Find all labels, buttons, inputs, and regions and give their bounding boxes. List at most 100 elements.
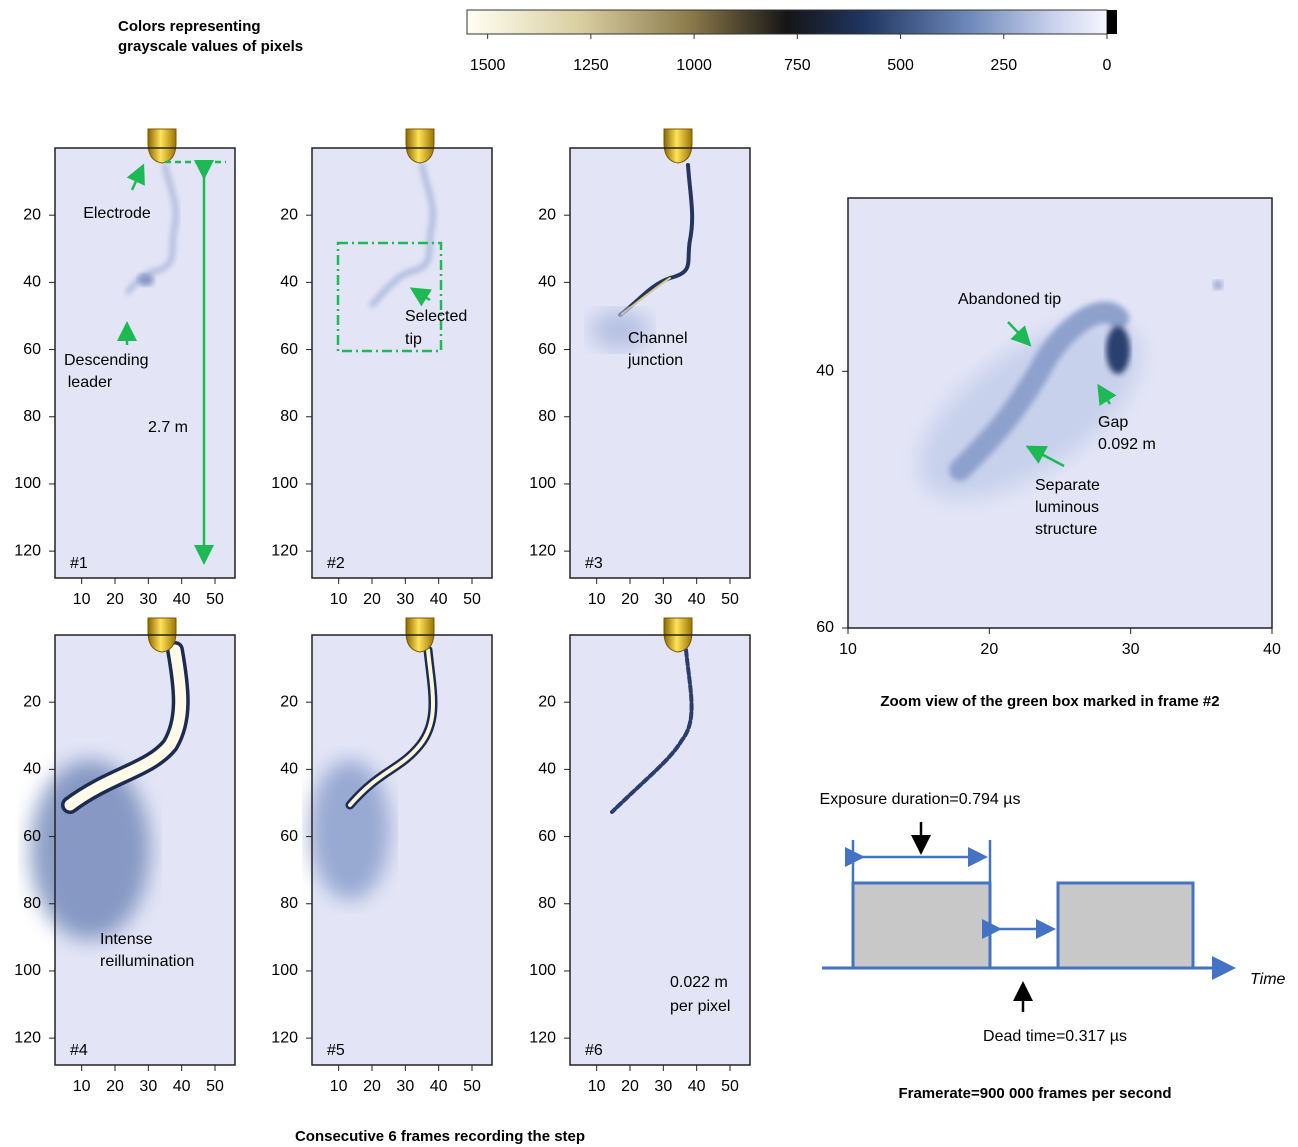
x-tick-label: 40: [173, 1078, 191, 1095]
y-tick-label: 100: [14, 475, 41, 492]
x-tick-label: 40: [688, 591, 706, 608]
y-tick-label: 80: [23, 408, 41, 425]
colorbar-title: grayscale values of pixels: [118, 38, 303, 55]
x-tick-label: 20: [980, 641, 998, 658]
frame-label: #4: [70, 1042, 88, 1059]
y-tick-label: 20: [280, 693, 298, 710]
y-tick-label: 60: [816, 619, 834, 636]
x-tick-label: 10: [330, 1078, 348, 1095]
x-tick-label: 50: [206, 591, 224, 608]
y-tick-label: 60: [538, 828, 556, 845]
y-tick-label: 40: [816, 363, 834, 380]
y-tick-label: 60: [538, 341, 556, 358]
timing-caption: Framerate=900 000 frames per second: [898, 1085, 1171, 1102]
annotation: 0.022 m: [670, 974, 728, 991]
colorbar-end: [1107, 10, 1117, 34]
y-tick-label: 40: [538, 274, 556, 291]
timing-diagram: Exposure duration=0.794 µs Dead time=0.3…: [820, 791, 1286, 1102]
y-tick-label: 40: [280, 274, 298, 291]
colorbar-tick-label: 0: [1103, 57, 1112, 74]
annotation: Descending: [64, 352, 149, 369]
y-tick-label: 40: [280, 761, 298, 778]
exposure-label: Exposure duration=0.794 µs: [820, 791, 1021, 808]
annotation: reillumination: [100, 953, 194, 970]
x-tick-label: 40: [430, 591, 448, 608]
y-tick-label: 120: [14, 542, 41, 559]
x-tick-label: 20: [621, 1078, 639, 1095]
y-tick-label: 60: [280, 828, 298, 845]
y-tick-label: 40: [23, 761, 41, 778]
frame-label: #2: [327, 555, 345, 572]
y-tick-label: 100: [529, 475, 556, 492]
x-tick-label: 50: [463, 1078, 481, 1095]
x-tick-label: 10: [330, 591, 348, 608]
y-tick-label: 20: [23, 693, 41, 710]
annotation: 2.7 m: [148, 419, 188, 436]
x-tick-label: 30: [139, 591, 157, 608]
annotation: leader: [68, 374, 113, 391]
colorbar: [467, 10, 1107, 34]
x-tick-label: 20: [621, 591, 639, 608]
image-panel: [312, 148, 492, 578]
colorbar-title: Colors representing: [118, 18, 261, 35]
x-tick-label: 50: [721, 591, 739, 608]
y-tick-label: 120: [271, 1029, 298, 1046]
y-tick-label: 120: [271, 542, 298, 559]
x-tick-label: 20: [106, 591, 124, 608]
y-tick-label: 60: [280, 341, 298, 358]
x-tick-label: 20: [363, 591, 381, 608]
frame-label: #3: [585, 555, 603, 572]
annotation: Gap: [1098, 414, 1128, 431]
y-tick-label: 80: [280, 408, 298, 425]
annotation: Channel: [628, 330, 688, 347]
x-tick-label: 40: [173, 591, 191, 608]
y-tick-label: 80: [280, 895, 298, 912]
annotation: junction: [627, 352, 683, 369]
y-tick-label: 20: [538, 206, 556, 223]
annotation: luminous: [1035, 499, 1099, 516]
annotation: Electrode: [83, 205, 151, 222]
frames-caption: Consecutive 6 frames recording the step: [295, 1128, 585, 1145]
x-tick-label: 30: [654, 591, 672, 608]
frame-label: #5: [327, 1042, 345, 1059]
y-tick-label: 20: [538, 693, 556, 710]
annotation: Separate: [1035, 477, 1100, 494]
annotation: tip: [405, 331, 422, 348]
colorbar-tick-label: 1500: [470, 57, 506, 74]
colorbar-tick-label: 500: [887, 57, 914, 74]
zoom-caption: Zoom view of the green box marked in fra…: [880, 693, 1219, 710]
x-tick-label: 40: [1263, 641, 1281, 658]
y-tick-label: 120: [529, 1029, 556, 1046]
y-tick-label: 20: [280, 206, 298, 223]
x-tick-label: 40: [430, 1078, 448, 1095]
x-tick-label: 40: [688, 1078, 706, 1095]
colorbar-tick-label: 250: [990, 57, 1017, 74]
annotation: per pixel: [670, 998, 730, 1015]
y-tick-label: 40: [23, 274, 41, 291]
x-tick-label: 20: [106, 1078, 124, 1095]
y-tick-label: 20: [23, 206, 41, 223]
x-tick-label: 30: [139, 1078, 157, 1095]
y-tick-label: 80: [538, 895, 556, 912]
x-tick-label: 30: [396, 591, 414, 608]
x-tick-label: 30: [396, 1078, 414, 1095]
colorbar-tick-label: 1000: [676, 57, 712, 74]
x-tick-label: 30: [654, 1078, 672, 1095]
annotation: Abandoned tip: [958, 291, 1061, 308]
y-tick-label: 60: [23, 341, 41, 358]
y-tick-label: 80: [538, 408, 556, 425]
y-tick-label: 120: [14, 1029, 41, 1046]
x-tick-label: 50: [463, 591, 481, 608]
x-tick-label: 10: [73, 591, 91, 608]
x-tick-label: 50: [206, 1078, 224, 1095]
colorbar-tick-label: 750: [784, 57, 811, 74]
y-tick-label: 100: [271, 475, 298, 492]
x-tick-label: 10: [73, 1078, 91, 1095]
y-tick-label: 40: [538, 761, 556, 778]
x-tick-label: 10: [588, 591, 606, 608]
y-tick-label: 120: [529, 542, 556, 559]
y-tick-label: 100: [271, 962, 298, 979]
x-tick-label: 50: [721, 1078, 739, 1095]
annotation: 0.092 m: [1098, 436, 1156, 453]
colorbar-tick-label: 1250: [573, 57, 609, 74]
